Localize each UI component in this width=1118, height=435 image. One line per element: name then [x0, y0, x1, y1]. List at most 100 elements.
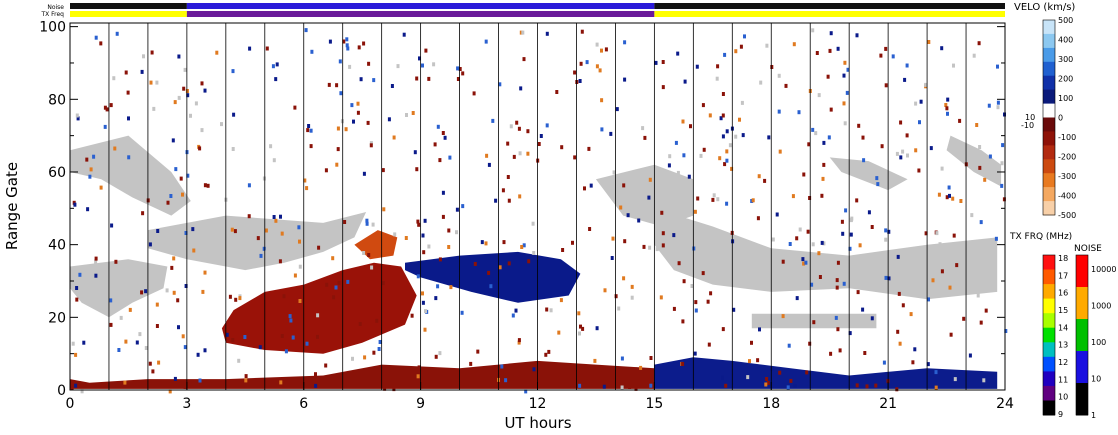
- speckle: [238, 296, 242, 301]
- echo-region: [70, 135, 191, 216]
- speckle: [103, 124, 107, 129]
- speckle: [589, 183, 593, 188]
- speckle: [692, 246, 696, 251]
- speckle: [730, 166, 734, 171]
- speckle: [793, 383, 797, 388]
- velocity-small-label-pos: 10: [1025, 113, 1035, 122]
- noise-swatch: [1076, 255, 1088, 288]
- speckle: [206, 183, 210, 188]
- speckle: [415, 76, 419, 81]
- speckle: [659, 295, 663, 300]
- noise-colorbar-title: NOISE: [1074, 244, 1102, 254]
- txfreq-swatch: [1043, 255, 1055, 270]
- noise-colorbar-group: NOISE 10000 1000 100 10 1: [1074, 244, 1116, 420]
- speckle: [581, 326, 585, 331]
- speckle: [672, 233, 676, 238]
- speckle: [891, 54, 895, 59]
- speckle: [863, 351, 867, 355]
- speckle: [183, 67, 187, 72]
- txfreq-swatch: [1043, 269, 1055, 285]
- speckle: [305, 186, 309, 191]
- speckle: [256, 236, 260, 241]
- speckle: [116, 171, 120, 176]
- speckle: [918, 120, 921, 125]
- x-tick-label: 6: [299, 396, 308, 412]
- y-tick-label: 0: [57, 383, 66, 399]
- speckle: [931, 278, 935, 283]
- speckle: [855, 33, 859, 38]
- speckle: [622, 188, 626, 193]
- speckle: [381, 281, 385, 286]
- txfreq-tick-label: 15: [1058, 306, 1068, 315]
- speckle: [487, 270, 491, 275]
- speckle: [775, 212, 779, 217]
- speckle: [103, 105, 107, 110]
- speckle: [829, 31, 833, 36]
- speckle: [578, 383, 582, 388]
- speckle: [377, 347, 381, 351]
- speckle: [88, 283, 92, 288]
- speckle: [643, 135, 647, 140]
- x-tick-label: 3: [182, 396, 191, 412]
- speckle: [764, 382, 768, 387]
- speckle: [661, 231, 665, 236]
- speckle: [585, 60, 589, 65]
- speckle: [151, 369, 155, 374]
- speckle: [842, 73, 846, 78]
- speckle: [706, 299, 710, 304]
- speckle: [489, 284, 493, 289]
- speckle: [896, 329, 900, 334]
- speckle: [1000, 161, 1004, 166]
- speckle: [940, 269, 944, 274]
- speckle: [265, 46, 269, 51]
- speckle: [926, 362, 930, 367]
- speckle: [418, 56, 421, 61]
- speckle: [421, 63, 424, 68]
- speckle: [366, 120, 370, 125]
- speckle: [934, 385, 938, 390]
- speckle: [676, 212, 679, 217]
- speckle: [914, 101, 918, 106]
- speckle: [748, 359, 751, 364]
- velocity-swatch: [1043, 187, 1055, 202]
- speckle: [814, 131, 818, 136]
- speckle: [309, 128, 313, 133]
- speckle: [849, 232, 853, 237]
- speckle: [293, 273, 297, 278]
- speckle: [203, 348, 207, 353]
- speckle: [306, 128, 310, 133]
- speckle: [325, 282, 329, 287]
- speckle: [94, 35, 98, 40]
- speckle: [455, 230, 458, 235]
- speckle: [739, 44, 743, 49]
- speckle: [758, 327, 761, 332]
- speckle: [897, 291, 901, 296]
- speckle: [85, 157, 89, 162]
- speckle: [827, 135, 831, 140]
- speckle: [560, 145, 564, 150]
- y-tick-label: 100: [39, 20, 66, 36]
- speckle: [436, 284, 440, 289]
- speckle: [327, 82, 331, 87]
- noise-segment: [70, 3, 187, 9]
- speckle: [179, 176, 183, 181]
- noise-bar-label: Noise: [47, 4, 64, 11]
- speckle: [220, 122, 223, 127]
- txfreq-swatch: [1043, 327, 1055, 343]
- speckle: [115, 31, 119, 36]
- speckle: [517, 126, 521, 131]
- x-axis-label: UT hours: [504, 414, 571, 432]
- speckle: [983, 177, 987, 182]
- speckle: [114, 259, 118, 264]
- y-axis-ticks: 0 20 40 60 80 100: [39, 20, 1005, 399]
- speckle: [821, 176, 825, 181]
- speckle: [791, 194, 795, 199]
- speckle: [573, 70, 577, 75]
- speckle: [298, 239, 301, 244]
- echo-region: [354, 230, 398, 260]
- speckle: [945, 195, 949, 200]
- speckle: [402, 32, 406, 37]
- speckle: [518, 194, 522, 199]
- speckle: [504, 378, 508, 383]
- speckle: [896, 254, 900, 259]
